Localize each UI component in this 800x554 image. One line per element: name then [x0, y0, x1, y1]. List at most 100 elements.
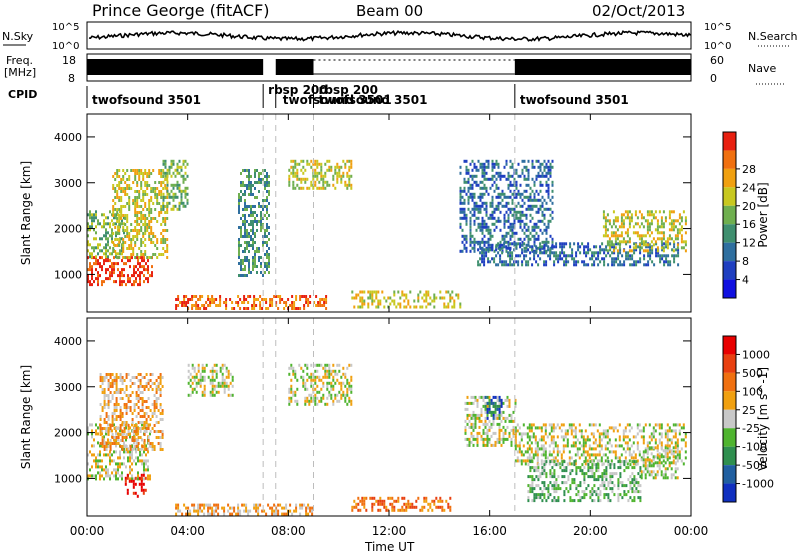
heatmap-cell	[499, 210, 502, 214]
heatmap-cell	[312, 378, 315, 382]
heatmap-cell	[138, 193, 141, 196]
heatmap-cell	[266, 226, 268, 229]
heatmap-cell	[244, 193, 246, 196]
heatmap-cell	[294, 162, 297, 166]
heatmap-cell	[585, 263, 588, 267]
heatmap-cell	[582, 438, 585, 442]
heatmap-cell	[524, 462, 527, 466]
heatmap-cell	[129, 477, 131, 481]
heatmap-cell	[127, 406, 130, 409]
heatmap-cell	[461, 189, 464, 193]
heatmap-cell	[207, 295, 210, 298]
heatmap-cell	[425, 305, 428, 309]
heatmap-cell	[211, 506, 214, 510]
heatmap-cell	[238, 193, 240, 196]
heatmap-cell	[312, 390, 315, 394]
heatmap-cell	[310, 378, 313, 382]
heatmap-cell	[162, 198, 165, 202]
heatmap-cell	[107, 373, 110, 376]
heatmap-cell	[588, 453, 591, 457]
heatmap-cell	[505, 204, 508, 208]
heatmap-cell	[525, 195, 528, 199]
heatmap-cell	[170, 195, 173, 199]
heatmap-cell	[447, 305, 450, 309]
heatmap-cell	[289, 304, 292, 307]
heatmap-cell	[487, 260, 490, 264]
heatmap-cell	[594, 453, 597, 457]
heatmap-cell	[203, 387, 206, 391]
heatmap-cell	[528, 456, 531, 460]
heatmap-cell	[640, 435, 643, 439]
heatmap-cell	[620, 240, 623, 244]
heatmap-cell	[616, 234, 619, 238]
heatmap-cell	[103, 225, 105, 229]
heatmap-cell	[553, 490, 556, 494]
heatmap-cell	[630, 426, 633, 430]
heatmap-cell	[300, 366, 303, 370]
heatmap-cell	[541, 231, 544, 235]
heatmap-cell	[122, 187, 125, 190]
heatmap-cell	[488, 419, 491, 423]
heatmap-cell	[491, 174, 494, 178]
heatmap-cell	[520, 453, 523, 457]
heatmap-cell	[133, 406, 136, 409]
heatmap-cell	[103, 280, 105, 284]
heatmap-cell	[132, 253, 135, 256]
heatmap-cell	[672, 249, 675, 253]
heatmap-cell	[326, 183, 329, 187]
heatmap-cell	[411, 505, 414, 509]
heatmap-cell	[611, 251, 614, 255]
heatmap-cell	[548, 444, 551, 448]
heatmap-cell	[304, 180, 307, 184]
heatmap-cell	[150, 229, 153, 232]
heatmap-cell	[652, 462, 655, 466]
heatmap-cell	[487, 225, 490, 229]
heatmap-cell	[120, 199, 123, 202]
heatmap-cell	[124, 187, 127, 190]
heatmap-cell	[634, 222, 637, 226]
heatmap-cell	[506, 404, 509, 408]
heatmap-cell	[543, 240, 546, 244]
heatmap-cell	[292, 159, 295, 163]
heatmap-cell	[628, 453, 631, 457]
heatmap-cell	[277, 509, 280, 513]
heatmap-cell	[514, 459, 517, 463]
heatmap-cell	[487, 159, 490, 163]
heatmap-cell	[619, 263, 622, 267]
heatmap-cell	[151, 373, 154, 376]
heatmap-cell	[91, 277, 93, 281]
heatmap-cell	[306, 177, 309, 181]
heatmap-cell	[522, 444, 525, 448]
heatmap-cell	[610, 459, 613, 463]
heatmap-cell	[148, 202, 151, 205]
heatmap-cell	[620, 231, 623, 235]
heatmap-cell	[516, 429, 519, 433]
heatmap-cell	[141, 265, 143, 269]
heatmap-cell	[494, 443, 497, 447]
heatmap-cell	[93, 228, 95, 232]
heatmap-cell	[137, 477, 139, 481]
heatmap-cell	[137, 256, 139, 260]
nsearch-label: N.Search	[748, 30, 798, 43]
heatmap-cell	[221, 366, 224, 370]
heatmap-cell	[441, 499, 444, 503]
heatmap-cell	[229, 381, 232, 385]
heatmap-cell	[260, 217, 262, 220]
heatmap-cell	[195, 372, 198, 376]
heatmap-cell	[128, 256, 131, 259]
heatmap-cell	[531, 159, 534, 163]
heatmap-cell	[133, 439, 136, 442]
heatmap-cell	[547, 248, 550, 252]
heatmap-cell	[600, 438, 603, 442]
heatmap-cell	[314, 402, 317, 406]
heatmap-cell	[630, 444, 633, 448]
heatmap-cell	[647, 263, 650, 267]
heatmap-cell	[164, 250, 167, 253]
heatmap-cell	[103, 379, 106, 382]
heatmap-cell	[513, 263, 516, 267]
heatmap-cell	[219, 301, 222, 304]
heatmap-cell	[328, 366, 331, 370]
heatmap-cell	[150, 238, 153, 241]
heatmap-cell	[140, 488, 143, 492]
